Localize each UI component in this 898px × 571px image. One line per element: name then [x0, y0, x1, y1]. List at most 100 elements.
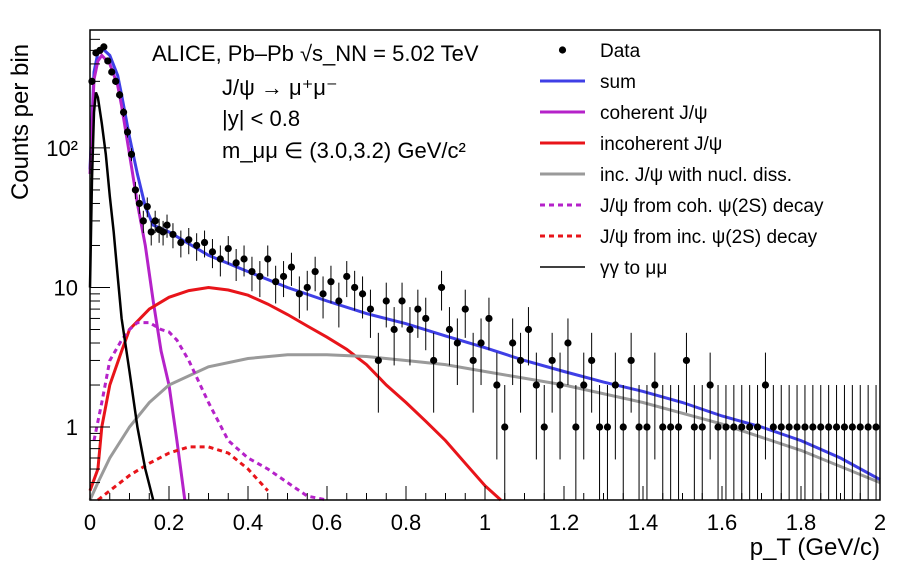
- data-point: [390, 325, 398, 334]
- data-point: [143, 202, 151, 211]
- x-tick-label: 0.2: [154, 510, 185, 535]
- data-point: [319, 290, 327, 298]
- data-point: [248, 267, 256, 276]
- data-point: [437, 283, 446, 292]
- data-point: [453, 339, 461, 347]
- x-tick-label: 0.4: [233, 510, 264, 535]
- data-point: [619, 423, 627, 431]
- data-point: [382, 297, 390, 305]
- legend-label: J/ψ from coh. ψ(2S) decay: [600, 196, 824, 217]
- data-point: [548, 356, 556, 365]
- data-point: [311, 267, 319, 276]
- data-point: [358, 290, 367, 298]
- data-point: [722, 423, 730, 431]
- legend-label: Data: [600, 41, 641, 62]
- data-point: [208, 248, 217, 256]
- data-point: [151, 217, 159, 225]
- y-axis-label: Counts per bin: [7, 44, 34, 200]
- annotation-block: ALICE, Pb–Pb √s_NN = 5.02 TeV J/ψ → μ⁺μ⁻…: [152, 41, 479, 163]
- data-point: [509, 339, 517, 347]
- annotation-experiment: ALICE, Pb–Pb √s_NN = 5.02 TeV: [152, 41, 479, 66]
- data-point: [193, 241, 201, 250]
- legend: Data sum coherent J/ψ incoherent J/ψ inc. J/…: [540, 41, 824, 279]
- data-point: [516, 356, 525, 365]
- data-point: [477, 339, 485, 347]
- data-point: [556, 381, 564, 389]
- data-point: [127, 150, 136, 158]
- data-point: [611, 381, 619, 389]
- data-point: [200, 238, 209, 247]
- data-point: [840, 423, 849, 431]
- data-point: [163, 221, 171, 229]
- data-point: [595, 423, 604, 431]
- data-point: [714, 423, 722, 431]
- data-point: [635, 423, 643, 431]
- data-point: [104, 57, 112, 65]
- data-point: [169, 230, 177, 239]
- series-line-5: [96, 445, 269, 502]
- data-point: [216, 255, 224, 263]
- data-point: [366, 305, 375, 313]
- data-point: [135, 199, 143, 208]
- data-point: [856, 423, 864, 431]
- data-point: [224, 244, 232, 253]
- data-point: [256, 272, 264, 281]
- legend-marker-data: [558, 46, 567, 54]
- x-tick-label: 1.8: [786, 510, 817, 535]
- data-point: [753, 423, 762, 431]
- legend-label: γγ to μμ: [600, 258, 667, 279]
- data-point: [112, 77, 120, 85]
- data-point: [848, 423, 856, 431]
- data-point: [540, 423, 548, 431]
- data-point: [769, 423, 777, 431]
- data-point: [116, 91, 124, 99]
- series-line-3: [88, 353, 881, 501]
- annotation-decay: J/ψ → μ⁺μ⁻: [222, 75, 338, 100]
- data-point: [485, 314, 493, 323]
- data-point: [131, 186, 140, 194]
- data-point: [627, 356, 635, 365]
- data-point: [279, 272, 288, 281]
- data-point: [159, 228, 167, 236]
- data-point: [287, 263, 296, 271]
- data-point: [572, 423, 580, 431]
- annotation-mass-window: m_μμ ∈ (3.0,3.2) GeV/c²: [222, 138, 466, 163]
- data-point: [351, 283, 359, 292]
- data-point: [785, 423, 793, 431]
- data-point: [445, 325, 454, 334]
- data-point: [746, 423, 754, 431]
- data-point: [730, 423, 738, 431]
- legend-label: sum: [600, 72, 636, 93]
- x-tick-label: 0.8: [391, 510, 422, 535]
- data-point: [100, 43, 108, 51]
- data-point: [303, 283, 311, 292]
- x-tick-label: 1.2: [549, 510, 580, 535]
- data-point: [809, 423, 817, 431]
- data-point: [817, 423, 825, 431]
- legend-label: incoherent J/ψ: [600, 134, 722, 155]
- data-point: [501, 423, 509, 431]
- data-point: [327, 278, 335, 286]
- series-line-4: [92, 321, 328, 502]
- x-tick-label: 1.6: [707, 510, 738, 535]
- data-points: [88, 43, 880, 500]
- data-point: [872, 423, 880, 431]
- data-point: [532, 381, 540, 389]
- data-point: [422, 314, 430, 323]
- data-point: [343, 272, 351, 281]
- data-point: [698, 423, 706, 431]
- data-point: [240, 255, 248, 263]
- x-tick-label: 1.4: [628, 510, 659, 535]
- data-point: [801, 423, 809, 431]
- data-point: [580, 381, 588, 389]
- series-line-2: [88, 285, 502, 502]
- y-tick-label: 10²: [46, 136, 78, 161]
- x-axis-label: p_T (GeV/c): [750, 534, 880, 561]
- data-point: [430, 356, 438, 365]
- annotation-rapidity: |y| < 0.8: [222, 106, 300, 131]
- data-point: [232, 259, 240, 267]
- data-point: [864, 423, 872, 431]
- legend-label: inc. J/ψ with nucl. diss.: [600, 165, 792, 186]
- data-point: [119, 108, 128, 116]
